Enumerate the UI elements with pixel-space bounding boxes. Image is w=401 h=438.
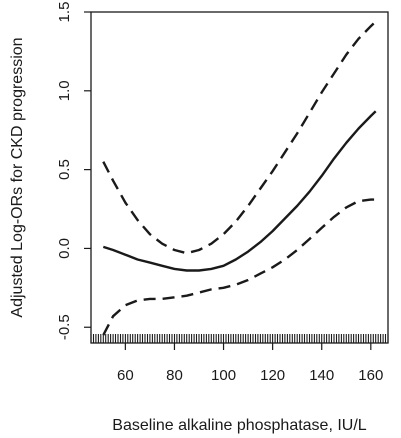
plot-marks — [90, 20, 389, 343]
x-tick-label: 100 — [211, 367, 236, 384]
y-tick-label: 0.5 — [56, 159, 73, 180]
rug-ticks — [90, 334, 389, 343]
y-tick-label: 0.0 — [56, 238, 73, 259]
x-axis-label: Baseline alkaline phosphatase, IU/L — [112, 417, 366, 434]
series-line-ci-2 — [102, 198, 376, 336]
x-tick-label: 60 — [117, 367, 134, 384]
series-line-estimate — [102, 110, 377, 272]
y-axis-label: Adjusted Log-ORs for CKD progression — [9, 37, 26, 317]
y-tick-label: 1.0 — [56, 80, 73, 101]
y-axis: -0.5 0.0 0.5 1.0 1.5 — [56, 2, 91, 340]
x-tick-label: 80 — [166, 367, 183, 384]
series-line-ci-1 — [102, 20, 377, 255]
x-axis: 60 80 100 120 140 160 — [117, 343, 383, 384]
x-tick-label: 160 — [358, 367, 383, 384]
x-tick-label: 120 — [260, 367, 285, 384]
x-tick-label: 140 — [309, 367, 334, 384]
y-tick-label: 1.5 — [56, 2, 73, 23]
plot-frame — [90, 11, 389, 344]
y-tick-label: -0.5 — [56, 314, 73, 340]
